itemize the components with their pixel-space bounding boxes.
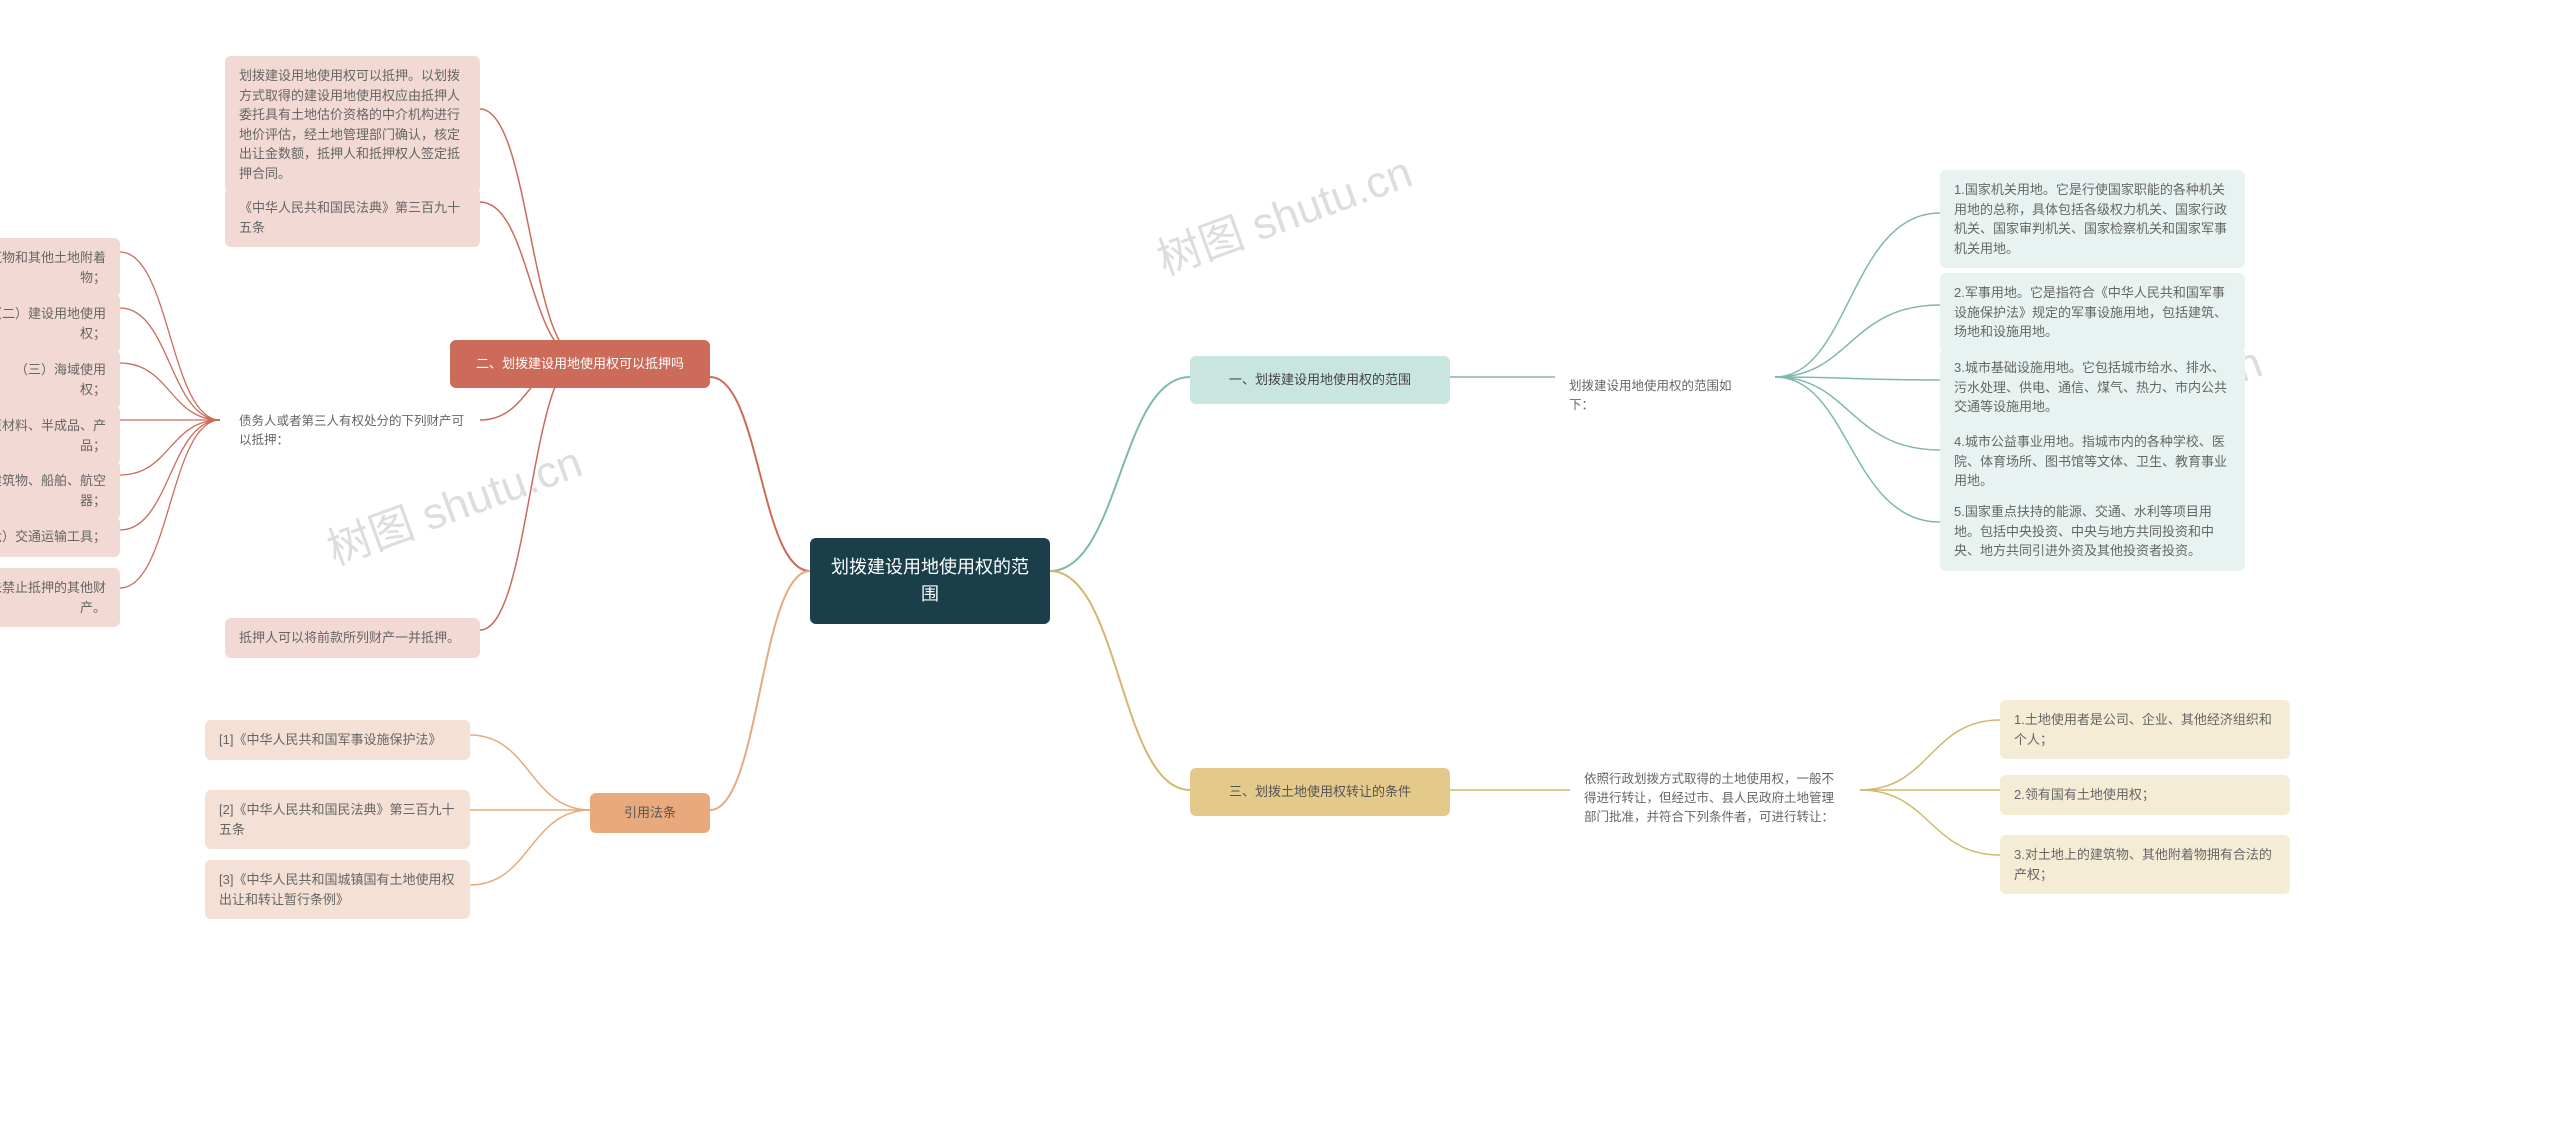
branch2-sub3: 债务人或者第三人有权处分的下列财产可以抵押： (225, 402, 480, 460)
branch2-sub4: 抵押人可以将前款所列财产一并抵押。 (225, 618, 480, 658)
branch1-mid: 划拨建设用地使用权的范围如下： (1555, 367, 1765, 425)
branch1-leaf: 4.城市公益事业用地。指城市内的各种学校、医院、体育场所、图书馆等文体、卫生、教… (1940, 422, 2245, 501)
branch3-title: 三、划拨土地使用权转让的条件 (1190, 768, 1450, 816)
branch1-leaf: 3.城市基础设施用地。它包括城市给水、排水、污水处理、供电、通信、煤气、热力、市… (1940, 348, 2245, 427)
branch2-item: （二）建设用地使用权； (0, 294, 120, 353)
root-node: 划拨建设用地使用权的范围 (810, 538, 1050, 624)
branch3-leaf: 2.领有国有土地使用权； (2000, 775, 2290, 815)
branch2-title: 二、划拨建设用地使用权可以抵押吗 (450, 340, 710, 388)
branch1-leaf: 5.国家重点扶持的能源、交通、水利等项目用地。包括中央投资、中央与地方共同投资和… (1940, 492, 2245, 571)
branch2-item: （一）建筑物和其他土地附着物； (0, 238, 120, 297)
branch2-item: （五）正在建造的建筑物、船舶、航空器； (0, 461, 120, 520)
branch1-leaf: 2.军事用地。它是指符合《中华人民共和国军事设施保护法》规定的军事设施用地，包括… (1940, 273, 2245, 352)
branch2-item: （七）法律、行政法规未禁止抵押的其他财产。 (0, 568, 120, 627)
branch2-item: （六）交通运输工具； (0, 517, 120, 557)
branch1-title: 一、划拨建设用地使用权的范围 (1190, 356, 1450, 404)
branch4-leaf: [3]《中华人民共和国城镇国有土地使用权出让和转让暂行条例》 (205, 860, 470, 919)
branch4-leaf: [1]《中华人民共和国军事设施保护法》 (205, 720, 470, 760)
branch2-sub2: 《中华人民共和国民法典》第三百九十五条 (225, 188, 480, 247)
branch2-item: （四）生产设备、原材料、半成品、产品； (0, 406, 120, 465)
watermark: 树图 shutu.cn (1147, 136, 1419, 287)
branch4-title: 引用法条 (590, 793, 710, 833)
branch4-leaf: [2]《中华人民共和国民法典》第三百九十五条 (205, 790, 470, 849)
branch2-sub1: 划拨建设用地使用权可以抵押。以划拨方式取得的建设用地使用权应由抵押人委托具有土地… (225, 56, 480, 193)
branch3-mid: 依照行政划拨方式取得的土地使用权，一般不得进行转让，但经过市、县人民政府土地管理… (1570, 760, 1860, 836)
branch3-leaf: 3.对土地上的建筑物、其他附着物拥有合法的产权； (2000, 835, 2290, 894)
branch1-leaf: 1.国家机关用地。它是行使国家职能的各种机关用地的总称，具体包括各级权力机关、国… (1940, 170, 2245, 268)
branch3-leaf: 1.土地使用者是公司、企业、其他经济组织和个人； (2000, 700, 2290, 759)
branch2-item: （三）海域使用权； (0, 350, 120, 409)
